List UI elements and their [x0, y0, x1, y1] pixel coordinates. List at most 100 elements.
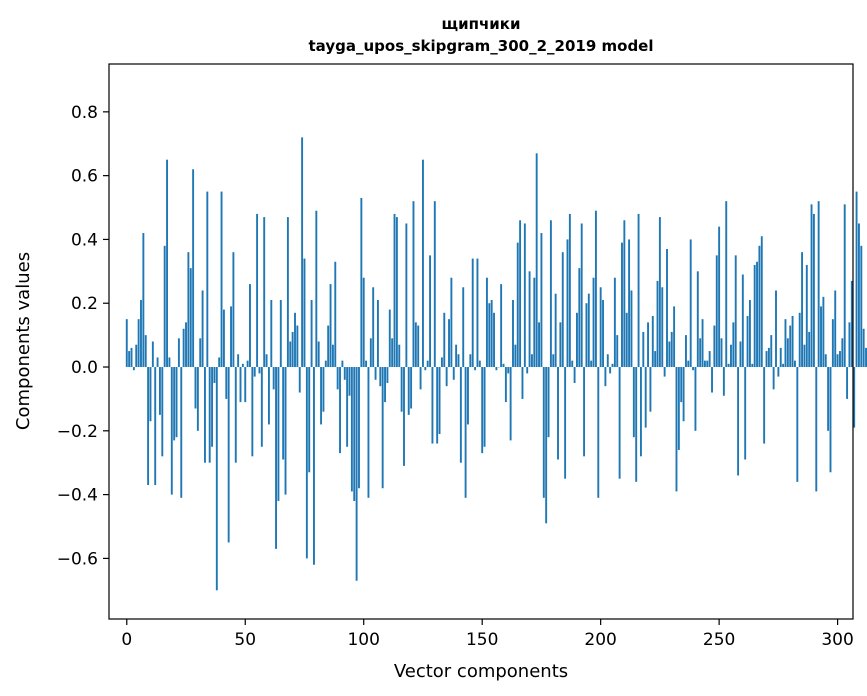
bar — [168, 357, 171, 368]
bar — [355, 367, 358, 581]
bar — [459, 367, 462, 463]
bar — [246, 360, 249, 368]
bar — [464, 367, 467, 498]
bar — [391, 338, 394, 368]
bar — [452, 367, 455, 380]
bar — [521, 367, 524, 399]
bar — [199, 338, 202, 368]
bar — [694, 367, 697, 431]
bar — [474, 367, 477, 371]
bar — [412, 201, 415, 368]
bar — [331, 344, 334, 368]
bar — [715, 255, 718, 368]
bar — [204, 367, 206, 463]
bar — [663, 367, 666, 377]
bar — [180, 367, 183, 498]
bar — [156, 357, 159, 368]
bar — [445, 367, 448, 387]
bar — [253, 367, 256, 377]
bar — [677, 367, 680, 450]
bar — [805, 264, 808, 368]
bar — [358, 367, 360, 489]
bar — [374, 367, 377, 380]
bar — [711, 367, 713, 393]
x-axis-label: Vector components — [394, 661, 568, 682]
bar — [158, 367, 161, 415]
bar — [448, 319, 450, 368]
bar — [760, 236, 763, 368]
y-tick-label: −0.6 — [57, 549, 98, 569]
bar — [500, 284, 503, 368]
y-tick-label: 0.6 — [71, 167, 98, 187]
bar — [829, 367, 832, 473]
bar — [284, 367, 287, 495]
bar — [305, 367, 308, 559]
bar — [720, 338, 723, 368]
bar — [843, 204, 846, 368]
bar — [820, 306, 822, 368]
bar — [630, 290, 633, 368]
bar — [732, 322, 735, 368]
bar — [538, 322, 540, 368]
bar — [433, 201, 436, 368]
bar — [504, 367, 507, 403]
x-tick-label: 150 — [466, 630, 498, 650]
bar — [232, 252, 235, 368]
bar — [557, 367, 559, 460]
bar — [782, 363, 785, 368]
x-tick-label: 0 — [121, 630, 132, 650]
bar — [530, 354, 533, 368]
bar — [666, 249, 668, 368]
bar — [362, 277, 365, 368]
bar — [256, 213, 259, 368]
chart-title: щипчики — [442, 15, 521, 33]
bar — [763, 367, 766, 444]
bar — [812, 213, 815, 368]
bar — [279, 300, 282, 368]
bar — [289, 341, 292, 368]
bar — [756, 261, 758, 368]
bar — [187, 252, 190, 368]
bar — [703, 360, 706, 368]
bar — [294, 312, 296, 368]
bar — [341, 360, 344, 368]
bar — [241, 363, 244, 368]
y-axis-label: Components values — [13, 252, 34, 430]
bar — [576, 312, 578, 368]
bar — [324, 360, 327, 368]
bar — [765, 351, 768, 368]
bar — [220, 191, 223, 368]
bar — [194, 367, 197, 409]
bar — [438, 367, 441, 434]
bar — [606, 354, 609, 368]
bar — [222, 309, 225, 368]
x-tick-label: 50 — [234, 630, 256, 650]
bar — [339, 367, 341, 454]
bar — [206, 191, 209, 368]
bar — [722, 367, 725, 396]
bar — [794, 360, 796, 368]
bar — [649, 367, 652, 412]
bar — [692, 367, 695, 371]
bar — [507, 367, 510, 374]
bar — [251, 367, 254, 457]
bar — [128, 351, 131, 368]
bar — [234, 367, 237, 463]
bar — [137, 319, 140, 368]
bar — [827, 367, 830, 431]
bar — [737, 367, 740, 476]
bar — [426, 360, 429, 368]
bar — [343, 367, 346, 380]
bar — [483, 367, 486, 447]
bar — [393, 213, 396, 368]
bar — [360, 197, 363, 368]
bar — [334, 261, 337, 368]
bar — [367, 367, 370, 498]
bar — [471, 258, 474, 368]
bar — [272, 367, 275, 390]
y-tick-label: 0.8 — [71, 103, 98, 123]
bar — [260, 367, 263, 447]
bar — [862, 328, 865, 368]
bar — [656, 280, 659, 368]
